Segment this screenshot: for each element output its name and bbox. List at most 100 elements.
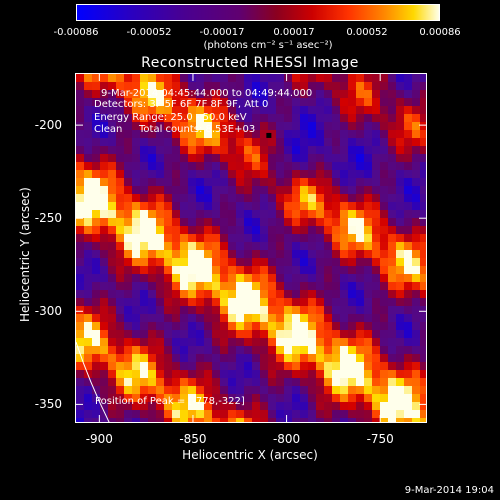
heatmap-cell <box>316 306 324 314</box>
heatmap-cell <box>156 298 164 306</box>
heatmap-cell <box>92 362 100 370</box>
heatmap-cell <box>356 178 364 186</box>
heatmap-cell <box>332 274 340 282</box>
heatmap-cell <box>388 122 396 130</box>
heatmap-cell <box>220 218 228 226</box>
heatmap-cell <box>340 202 348 210</box>
heatmap-cell <box>236 330 244 338</box>
colorbar-tick: 0.00017 <box>273 27 315 38</box>
heatmap-cell <box>92 354 100 362</box>
heatmap-cell <box>100 282 108 290</box>
heatmap-cell <box>76 386 84 394</box>
heatmap-cell <box>300 322 308 330</box>
heatmap-cell <box>412 218 420 226</box>
heatmap-cell <box>92 386 100 394</box>
heatmap-cell <box>260 106 268 114</box>
heatmap-cell <box>332 210 340 218</box>
heatmap-cell <box>172 186 180 194</box>
heatmap-cell <box>212 282 220 290</box>
heatmap-cell <box>396 130 404 138</box>
heatmap-cell <box>196 362 204 370</box>
heatmap-cell <box>204 218 212 226</box>
heatmap-cell <box>156 154 164 162</box>
heatmap-cell <box>92 210 100 218</box>
heatmap-cell <box>268 322 276 330</box>
heatmap-cell <box>292 362 300 370</box>
heatmap-cell <box>388 386 396 394</box>
heatmap-cell <box>84 306 92 314</box>
heatmap-cell <box>380 274 388 282</box>
heatmap-cell <box>204 130 212 138</box>
heatmap-cell <box>92 402 100 410</box>
heatmap-cell <box>292 130 300 138</box>
heatmap-cell <box>108 298 116 306</box>
heatmap-cell <box>92 98 100 106</box>
heatmap-cell <box>300 346 308 354</box>
heatmap-cell <box>268 74 276 82</box>
heatmap-cell <box>276 362 284 370</box>
heatmap-cell <box>372 82 380 90</box>
heatmap-cell <box>332 226 340 234</box>
heatmap-cell <box>332 306 340 314</box>
heatmap-cell <box>108 306 116 314</box>
heatmap-cell <box>252 114 260 122</box>
heatmap-cell <box>276 258 284 266</box>
heatmap-cell <box>188 322 196 330</box>
heatmap-cell <box>364 346 372 354</box>
heatmap-cell <box>292 386 300 394</box>
heatmap-cell <box>372 298 380 306</box>
heatmap-cell <box>148 346 156 354</box>
heatmap-cell <box>180 122 188 130</box>
heatmap-cell <box>284 362 292 370</box>
heatmap-cell <box>300 138 308 146</box>
heatmap-cell <box>140 234 148 242</box>
heatmap-cell <box>148 74 156 82</box>
heatmap-cell <box>260 282 268 290</box>
heatmap-cell <box>348 338 356 346</box>
heatmap-cell <box>332 346 340 354</box>
heatmap-cell <box>156 106 164 114</box>
heatmap-cell <box>236 106 244 114</box>
heatmap-cell <box>148 178 156 186</box>
heatmap-cell <box>108 282 116 290</box>
heatmap-cell <box>348 402 356 410</box>
annotation-detectors: Detectors: 3F 5F 6F 7F 8F 9F, Att 0 <box>94 99 269 110</box>
heatmap-cell <box>292 250 300 258</box>
heatmap-cell <box>108 106 116 114</box>
heatmap-cell <box>188 154 196 162</box>
heatmap-cell <box>340 162 348 170</box>
heatmap-cell <box>364 354 372 362</box>
heatmap-cell <box>140 258 148 266</box>
heatmap-cell <box>212 250 220 258</box>
heatmap-cell <box>220 258 228 266</box>
heatmap-cell <box>300 122 308 130</box>
heatmap-cell <box>332 314 340 322</box>
heatmap-cell <box>244 266 252 274</box>
heatmap-cell <box>244 162 252 170</box>
heatmap-cell <box>308 306 316 314</box>
heatmap-cell <box>364 130 372 138</box>
heatmap-cell <box>412 338 420 346</box>
heatmap-cell <box>172 234 180 242</box>
heatmap-cell <box>404 154 412 162</box>
heatmap-cell <box>404 186 412 194</box>
heatmap-cell <box>124 82 132 90</box>
heatmap-cell <box>420 162 426 170</box>
heatmap-cell <box>188 402 196 410</box>
heatmap-cell <box>116 210 124 218</box>
heatmap-cell <box>356 162 364 170</box>
heatmap-cell <box>276 410 284 418</box>
heatmap-cell <box>308 370 316 378</box>
heatmap-cell <box>228 290 236 298</box>
heatmap-cell <box>212 146 220 154</box>
heatmap-cell <box>340 346 348 354</box>
heatmap-cell <box>380 138 388 146</box>
heatmap-cell <box>156 186 164 194</box>
heatmap-cell <box>212 98 220 106</box>
heatmap-cell <box>148 218 156 226</box>
heatmap-cell <box>92 146 100 154</box>
heatmap-cell <box>332 402 340 410</box>
heatmap-cell <box>412 74 420 82</box>
heatmap-cell <box>284 378 292 386</box>
heatmap-cell <box>140 242 148 250</box>
